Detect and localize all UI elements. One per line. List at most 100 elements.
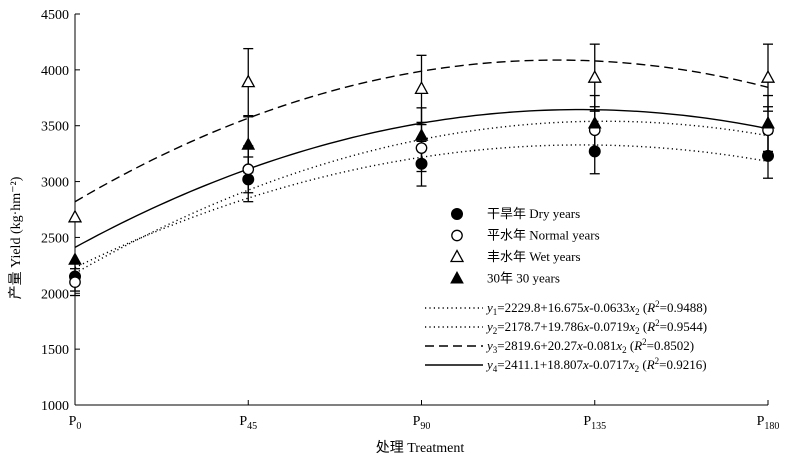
eq-r2: =0.9216) — [659, 357, 706, 372]
eq-const: =2819.6+20.27 — [497, 338, 577, 353]
eq-r: R — [646, 357, 655, 372]
y-tick-label: 2500 — [41, 231, 69, 246]
y-tick-label: 3500 — [41, 120, 69, 135]
eq-x2-sub: 2 — [635, 364, 640, 374]
x-tick-label-base: P — [757, 414, 765, 429]
fit-equation: y4=2411.1+18.807x-0.0717x2 (R2=0.9216) — [485, 356, 707, 374]
data-point — [241, 74, 256, 88]
x-tick-label-subscript: 90 — [420, 421, 430, 432]
eq-y: y — [485, 300, 493, 315]
eq-coef: -0.0717 — [589, 357, 630, 372]
eq-r-sup: 2 — [655, 318, 660, 328]
eq-x2-sub: 2 — [635, 307, 640, 317]
x-tick-label-subscript: 0 — [76, 421, 81, 432]
fit-equation: y3=2819.6+20.27x-0.081x2 (R2=0.8502) — [485, 337, 694, 355]
eq-const: =2411.1+18.807 — [497, 357, 583, 372]
legend-marker — [451, 229, 463, 242]
eq-y-sub: 1 — [493, 307, 498, 317]
eq-y: y — [485, 338, 493, 353]
y-tick-label: 2000 — [41, 287, 69, 302]
x-axis-title: 处理 Treatment — [376, 440, 465, 456]
data-point — [761, 115, 775, 129]
eq-y: y — [485, 357, 493, 372]
y-tick-label: 1000 — [41, 399, 69, 414]
data-point — [242, 163, 255, 176]
x-tick-label-base: P — [239, 414, 247, 429]
eq-x: x — [582, 300, 589, 315]
legend-label: 丰水年 Wet years — [487, 249, 581, 264]
legend-label: 平水年 Normal years — [487, 228, 600, 243]
eq-r2: =0.9488) — [660, 300, 707, 315]
data-point — [587, 115, 602, 129]
eq-x2-sub: 2 — [635, 326, 640, 336]
data-point — [762, 149, 774, 162]
legend-marker — [449, 249, 465, 263]
data-point — [69, 276, 81, 288]
data-point — [760, 69, 776, 83]
x-tick-label-subscript: 45 — [247, 421, 257, 432]
eq-y-sub: 4 — [493, 364, 498, 374]
data-point — [242, 173, 255, 186]
eq-y-sub: 3 — [493, 345, 498, 355]
x-tick-label: P45 — [239, 414, 257, 432]
legend-marker — [451, 208, 463, 220]
y-tick-label: 4500 — [41, 8, 69, 23]
eq-x2: x — [628, 357, 635, 372]
data-point — [415, 157, 428, 170]
eq-coef: -0.0719 — [589, 319, 629, 334]
eq-r: R — [633, 338, 642, 353]
eq-x: x — [576, 338, 583, 353]
eq-x2-sub: 2 — [622, 345, 627, 355]
x-tick-label-subscript: 135 — [591, 421, 606, 432]
data-point — [414, 128, 429, 141]
eq-r2: =0.8502) — [647, 338, 694, 353]
eq-x2: x — [615, 338, 622, 353]
eq-const: =2229.8+16.675 — [497, 300, 583, 315]
legend: 干旱年 Dry years 平水年 Normal years 丰水年 Wet yea… — [425, 206, 707, 374]
y-axis-title: 产量 Yield (kg·hm⁻²) — [8, 176, 24, 299]
eq-paren: ( — [640, 300, 648, 315]
eq-paren: ( — [640, 319, 648, 334]
eq-paren: ( — [627, 338, 635, 353]
eq-r: R — [646, 300, 655, 315]
eq-r-sup: 2 — [655, 356, 660, 366]
eq-r: R — [646, 319, 655, 334]
eq-y: y — [485, 319, 493, 334]
eq-x: x — [582, 357, 589, 372]
x-tick-label-base: P — [413, 414, 421, 429]
x-tick-label: P180 — [757, 414, 780, 432]
data-point — [68, 252, 82, 265]
x-tick-label-subscript: 180 — [764, 421, 779, 432]
y-tick-label: 4000 — [41, 64, 69, 79]
x-tick-label: P135 — [583, 414, 606, 432]
eq-coef: -0.081 — [583, 338, 617, 353]
y-tick-label: 1500 — [41, 343, 69, 358]
x-tick-label-base: P — [583, 414, 591, 429]
data-point — [587, 69, 602, 83]
x-tick-label: P90 — [413, 414, 431, 432]
eq-r-sup: 2 — [642, 337, 647, 347]
fit-equation: y2=2178.7+19.786x-0.0719x2 (R2=0.9544) — [485, 318, 707, 336]
fit-equation: y1=2229.8+16.675x-0.0633x2 (R2=0.9488) — [485, 299, 707, 317]
x-tick-label-base: P — [69, 414, 77, 429]
data-point — [415, 142, 428, 154]
y-tick-label: 3000 — [41, 176, 69, 191]
eq-const: =2178.7+19.786 — [497, 319, 584, 334]
data-point — [588, 145, 601, 158]
legend-label: 30年 30 years — [487, 271, 560, 286]
legend-marker — [450, 270, 464, 284]
data-point — [241, 137, 256, 150]
eq-x: x — [582, 319, 589, 334]
eq-y-sub: 2 — [493, 326, 498, 336]
data-point — [67, 209, 83, 223]
eq-paren: ( — [639, 357, 647, 372]
data-point — [414, 80, 429, 94]
eq-r2: =0.9544) — [660, 319, 707, 334]
legend-label: 干旱年 Dry years — [487, 206, 580, 221]
data-markers — [67, 69, 776, 288]
eq-x2: x — [628, 300, 635, 315]
eq-x2: x — [628, 319, 635, 334]
eq-r-sup: 2 — [655, 299, 660, 309]
